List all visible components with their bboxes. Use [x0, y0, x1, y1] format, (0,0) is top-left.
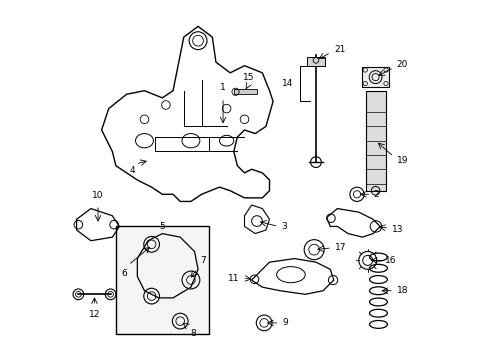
Text: 8: 8 — [190, 329, 196, 338]
Text: 7: 7 — [200, 256, 205, 265]
Text: 17: 17 — [334, 243, 346, 252]
Text: 12: 12 — [89, 310, 100, 319]
Text: 15: 15 — [243, 73, 254, 82]
Text: 11: 11 — [227, 274, 239, 283]
Text: 21: 21 — [334, 45, 345, 54]
Bar — [362, 67, 388, 87]
Text: 19: 19 — [396, 156, 407, 165]
Text: 6: 6 — [121, 269, 126, 278]
Text: 1: 1 — [220, 84, 225, 93]
Bar — [365, 91, 385, 191]
Text: 13: 13 — [391, 225, 403, 234]
Text: 5: 5 — [159, 222, 165, 231]
Bar — [116, 226, 208, 334]
Text: 9: 9 — [282, 318, 288, 327]
Bar — [233, 89, 257, 94]
Text: 18: 18 — [396, 286, 407, 295]
Bar — [306, 57, 324, 66]
Text: 20: 20 — [396, 60, 407, 69]
Text: 3: 3 — [281, 222, 286, 231]
Text: 10: 10 — [92, 192, 103, 201]
Text: 16: 16 — [384, 256, 395, 265]
Text: 2: 2 — [373, 190, 379, 199]
Text: 4: 4 — [129, 166, 135, 175]
Text: 14: 14 — [282, 79, 293, 88]
